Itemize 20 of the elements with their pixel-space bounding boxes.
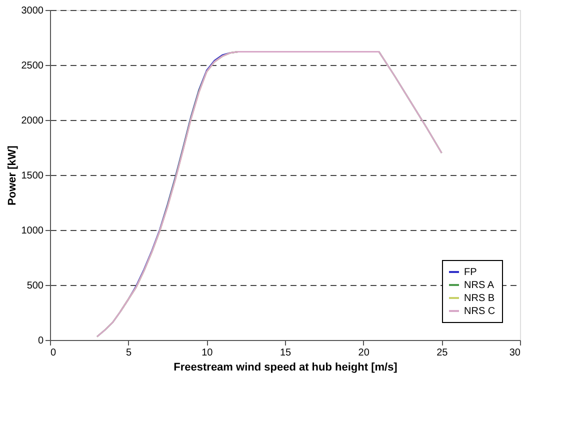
x-tick-label: 5 <box>126 348 132 358</box>
x-tick-label: 15 <box>280 348 292 358</box>
legend-label: NRS A <box>464 280 494 291</box>
x-tick-label: 10 <box>202 348 214 358</box>
x-tick-label: 30 <box>509 348 521 358</box>
y-tick-label: 3000 <box>21 6 44 16</box>
y-tick-label: 0 <box>38 336 44 346</box>
y-tick-label: 1000 <box>21 226 44 236</box>
legend-label: NRS C <box>464 306 496 317</box>
legend-label: FP <box>464 267 478 278</box>
x-tick-label: 0 <box>50 348 56 358</box>
y-tick-label: 2500 <box>21 60 44 72</box>
y-axis-title: Power [kW] <box>6 145 18 206</box>
y-tick-label: 500 <box>26 280 44 292</box>
y-tick-label: 1500 <box>21 170 44 182</box>
x-tick-label: 25 <box>436 348 448 358</box>
legend-label: NRS B <box>464 293 495 304</box>
x-axis-title: Freestream wind speed at hub height [m/s] <box>174 362 398 374</box>
x-tick-label: 20 <box>358 348 370 358</box>
y-tick-label: 2000 <box>21 116 44 126</box>
